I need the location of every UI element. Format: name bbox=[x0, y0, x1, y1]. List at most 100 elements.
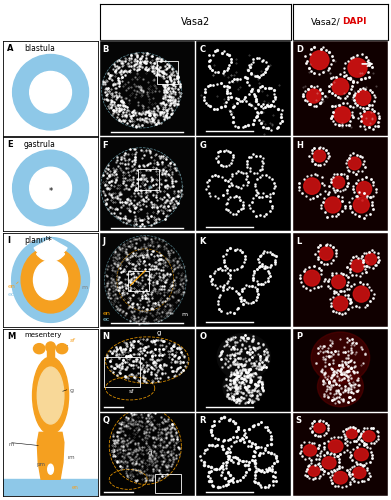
Circle shape bbox=[362, 112, 376, 126]
Text: m: m bbox=[81, 286, 87, 290]
Ellipse shape bbox=[37, 367, 64, 424]
Circle shape bbox=[348, 58, 367, 77]
Circle shape bbox=[314, 423, 325, 433]
Text: *: * bbox=[48, 187, 53, 196]
Text: D: D bbox=[296, 45, 303, 54]
Text: R: R bbox=[199, 416, 206, 426]
Text: H: H bbox=[296, 141, 303, 150]
Bar bbox=[3, 480, 98, 496]
Ellipse shape bbox=[34, 344, 45, 353]
Text: E: E bbox=[7, 140, 13, 149]
Circle shape bbox=[303, 444, 317, 456]
Polygon shape bbox=[37, 432, 64, 480]
Text: g: g bbox=[147, 450, 152, 456]
Circle shape bbox=[334, 106, 351, 123]
Wedge shape bbox=[34, 238, 67, 258]
Ellipse shape bbox=[56, 344, 68, 353]
Circle shape bbox=[325, 197, 341, 213]
Circle shape bbox=[348, 157, 361, 170]
Ellipse shape bbox=[42, 186, 59, 193]
Circle shape bbox=[30, 72, 72, 113]
Circle shape bbox=[353, 197, 369, 213]
Circle shape bbox=[333, 472, 348, 484]
Circle shape bbox=[310, 51, 329, 70]
Text: G: G bbox=[199, 141, 206, 150]
Ellipse shape bbox=[21, 247, 80, 313]
Text: S: S bbox=[296, 416, 302, 426]
Text: O: O bbox=[199, 332, 206, 341]
Circle shape bbox=[304, 178, 320, 194]
Circle shape bbox=[332, 78, 349, 95]
Text: N: N bbox=[102, 332, 109, 341]
Circle shape bbox=[48, 464, 54, 474]
Circle shape bbox=[314, 150, 326, 162]
Circle shape bbox=[351, 260, 364, 272]
Circle shape bbox=[353, 286, 369, 302]
Text: *: * bbox=[143, 236, 147, 244]
Text: mesentery: mesentery bbox=[24, 332, 61, 338]
Circle shape bbox=[354, 448, 368, 460]
Text: *: * bbox=[46, 236, 51, 246]
Text: g: g bbox=[157, 330, 161, 336]
Ellipse shape bbox=[46, 342, 55, 352]
Text: m: m bbox=[9, 442, 14, 447]
Text: C: C bbox=[199, 45, 205, 54]
Text: M: M bbox=[7, 332, 15, 341]
Circle shape bbox=[328, 440, 343, 452]
Circle shape bbox=[346, 429, 357, 438]
Circle shape bbox=[333, 296, 348, 311]
Text: Vasa2/: Vasa2/ bbox=[311, 18, 341, 26]
Circle shape bbox=[319, 247, 333, 260]
Text: L: L bbox=[296, 236, 301, 246]
Ellipse shape bbox=[12, 238, 90, 322]
Text: m: m bbox=[181, 312, 187, 317]
Text: *: * bbox=[148, 186, 152, 194]
Text: DAPI: DAPI bbox=[342, 18, 367, 26]
Text: en: en bbox=[102, 311, 111, 316]
Text: g: g bbox=[70, 388, 74, 393]
Circle shape bbox=[45, 459, 56, 479]
Text: sf: sf bbox=[70, 338, 75, 343]
Circle shape bbox=[357, 182, 371, 196]
Circle shape bbox=[217, 334, 271, 380]
Bar bbox=[47, 348, 54, 358]
Wedge shape bbox=[37, 244, 65, 261]
Text: gastrula: gastrula bbox=[24, 140, 56, 149]
Text: sf: sf bbox=[128, 390, 134, 394]
Text: ec: ec bbox=[8, 292, 15, 297]
Text: rm: rm bbox=[68, 455, 75, 460]
Circle shape bbox=[353, 467, 366, 478]
Bar bbox=[104, 357, 140, 386]
Circle shape bbox=[304, 270, 320, 286]
Circle shape bbox=[332, 275, 345, 288]
Text: Vasa2: Vasa2 bbox=[181, 17, 210, 27]
Text: F: F bbox=[102, 141, 108, 150]
Circle shape bbox=[30, 167, 72, 208]
Circle shape bbox=[13, 54, 88, 130]
Text: I: I bbox=[7, 236, 10, 244]
Text: planula: planula bbox=[24, 236, 53, 244]
Text: A: A bbox=[7, 44, 13, 53]
Circle shape bbox=[223, 368, 265, 405]
Text: ec: ec bbox=[5, 482, 11, 487]
Text: J: J bbox=[102, 236, 106, 246]
Text: en: en bbox=[72, 486, 78, 490]
Text: sf: sf bbox=[111, 449, 117, 454]
Circle shape bbox=[308, 466, 320, 476]
Text: K: K bbox=[199, 236, 206, 246]
Circle shape bbox=[307, 89, 321, 103]
Bar bbox=[128, 270, 149, 291]
Text: pm: pm bbox=[36, 462, 45, 467]
Text: B: B bbox=[102, 45, 109, 54]
Circle shape bbox=[311, 332, 369, 383]
Bar bbox=[155, 474, 181, 492]
Circle shape bbox=[13, 150, 88, 226]
Text: Q: Q bbox=[102, 416, 109, 426]
Circle shape bbox=[317, 366, 363, 406]
Ellipse shape bbox=[32, 357, 68, 434]
Circle shape bbox=[322, 456, 336, 469]
Circle shape bbox=[356, 90, 371, 106]
Circle shape bbox=[332, 176, 344, 188]
Ellipse shape bbox=[34, 260, 68, 300]
Text: ec: ec bbox=[102, 316, 110, 322]
